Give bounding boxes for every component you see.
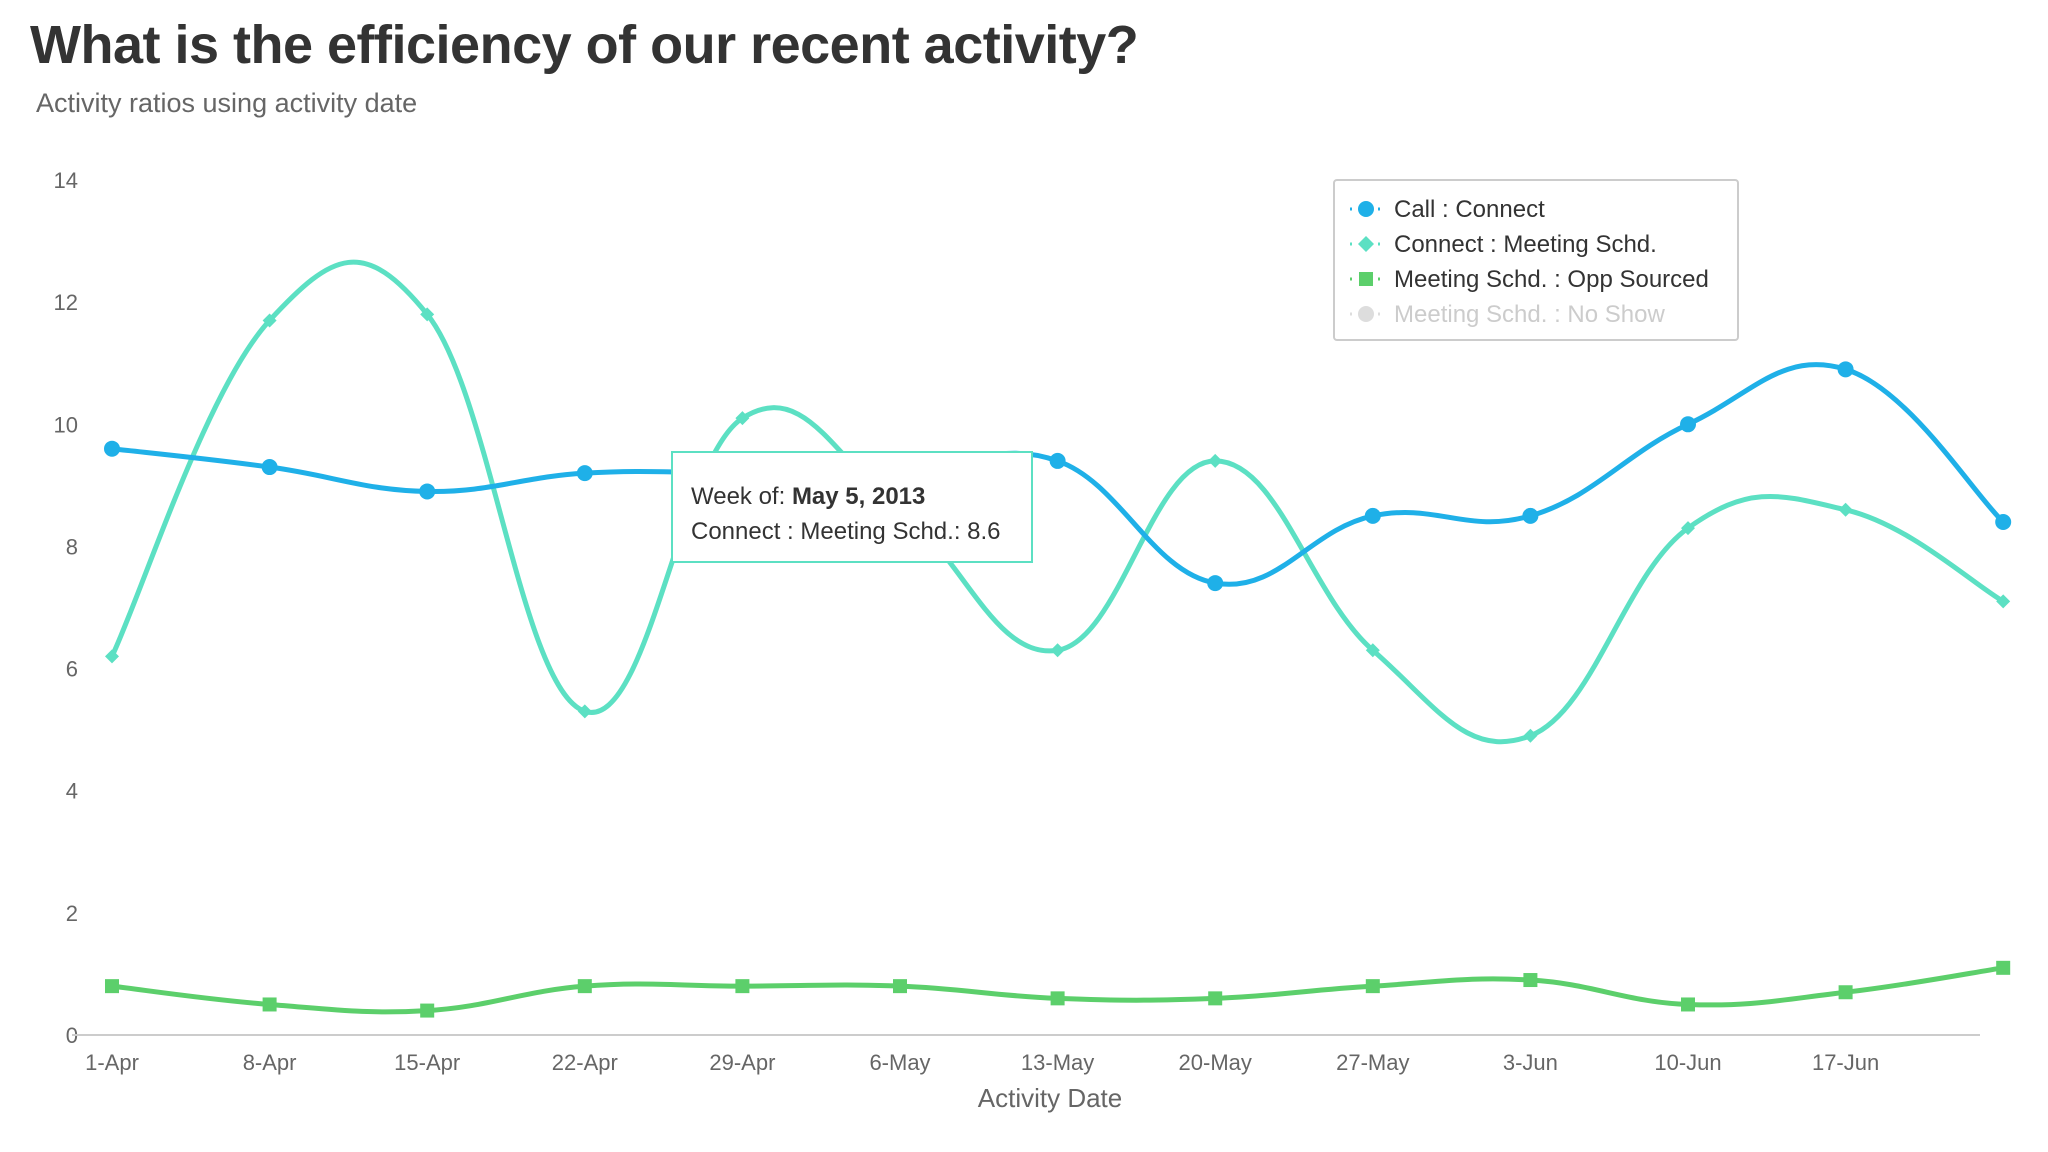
x-axis-title: Activity Date bbox=[978, 1083, 1123, 1113]
data-point[interactable] bbox=[1049, 452, 1066, 469]
data-point[interactable] bbox=[1364, 507, 1381, 524]
data-point[interactable] bbox=[735, 411, 750, 426]
tooltip-week-label: Week of: bbox=[691, 483, 786, 510]
data-point[interactable] bbox=[1208, 453, 1223, 468]
data-point[interactable] bbox=[1681, 997, 1695, 1012]
data-point[interactable] bbox=[1681, 521, 1695, 536]
data-point[interactable] bbox=[420, 1003, 435, 1018]
data-point[interactable] bbox=[577, 979, 592, 994]
data-point[interactable] bbox=[262, 313, 277, 328]
data-point[interactable] bbox=[1995, 514, 2012, 530]
y-tick-label: 8 bbox=[66, 534, 78, 559]
data-point[interactable] bbox=[420, 307, 435, 322]
x-tick-label: 1-Apr bbox=[85, 1050, 139, 1075]
series-call-connect bbox=[104, 361, 2012, 592]
data-point[interactable] bbox=[1996, 960, 2011, 975]
data-point[interactable] bbox=[1050, 643, 1065, 658]
x-tick-label: 22-Apr bbox=[552, 1050, 618, 1075]
data-point[interactable] bbox=[576, 465, 593, 482]
data-point[interactable] bbox=[1523, 728, 1538, 743]
legend-label: Call : Connect bbox=[1394, 196, 1545, 223]
data-point[interactable] bbox=[419, 483, 436, 500]
data-point[interactable] bbox=[1365, 643, 1380, 658]
legend-box bbox=[1333, 179, 1739, 341]
tooltip-series-label: Connect : Meeting Schd.: bbox=[691, 518, 961, 545]
data-point[interactable] bbox=[105, 649, 119, 664]
data-point[interactable] bbox=[1837, 361, 1854, 378]
data-point[interactable] bbox=[1365, 979, 1380, 994]
y-tick-label: 0 bbox=[66, 1023, 78, 1048]
legend-marker[interactable] bbox=[1359, 272, 1373, 286]
data-point[interactable] bbox=[1838, 985, 1853, 1000]
x-tick-label: 10-Jun bbox=[1654, 1050, 1721, 1075]
legend-marker[interactable] bbox=[1358, 306, 1374, 322]
legend-label: Meeting Schd. : Opp Sourced bbox=[1394, 266, 1709, 293]
y-tick-label: 12 bbox=[54, 290, 78, 315]
data-point[interactable] bbox=[577, 704, 592, 719]
legend-item[interactable]: Call : Connect bbox=[1350, 196, 1545, 223]
legend-item[interactable]: Meeting Schd. : Opp Sourced bbox=[1350, 266, 1709, 293]
tooltip-week-row: Week of: May 5, 2013 bbox=[691, 479, 1013, 514]
data-point[interactable] bbox=[1523, 973, 1538, 988]
legend-label: Connect : Meeting Schd. bbox=[1394, 231, 1657, 258]
tooltip-series-value: 8.6 bbox=[967, 518, 1001, 545]
data-point[interactable] bbox=[1996, 594, 2011, 609]
tooltip-week-value: May 5, 2013 bbox=[791, 483, 926, 510]
legend-marker[interactable] bbox=[1358, 201, 1374, 217]
data-point[interactable] bbox=[104, 440, 120, 457]
series-line bbox=[109, 362, 2006, 587]
data-point[interactable] bbox=[105, 979, 119, 994]
legend: Call : Connect Connect : Meeting Schd. Mee… bbox=[1333, 179, 1739, 341]
x-tick-label: 29-Apr bbox=[709, 1050, 775, 1075]
y-tick-label: 10 bbox=[54, 412, 78, 437]
x-tick-label: 20-May bbox=[1179, 1050, 1252, 1075]
data-point[interactable] bbox=[1207, 575, 1224, 592]
legend-label: Meeting Schd. : No Show bbox=[1394, 301, 1665, 328]
x-tick-label: 6-May bbox=[869, 1050, 930, 1075]
data-point[interactable] bbox=[1680, 416, 1696, 433]
tooltip-value-row: Connect : Meeting Schd.: 8.6 bbox=[691, 514, 1013, 549]
legend-item[interactable]: Meeting Schd. : No Show bbox=[1350, 301, 1665, 328]
series-meeting-schd-opp-sourced bbox=[105, 960, 2011, 1018]
data-point[interactable] bbox=[735, 979, 750, 994]
y-tick-label: 2 bbox=[66, 901, 78, 926]
x-tick-label: 15-Apr bbox=[394, 1050, 460, 1075]
data-point[interactable] bbox=[1208, 991, 1223, 1006]
data-point[interactable] bbox=[261, 459, 278, 476]
data-point[interactable] bbox=[1522, 507, 1539, 524]
page-subtitle: Activity ratios using activity date bbox=[36, 88, 418, 118]
series-connect-meeting-schd- bbox=[105, 259, 2011, 745]
y-axis: 0 2 4 6 8 10 12 14 bbox=[54, 168, 78, 1048]
data-point[interactable] bbox=[893, 979, 907, 994]
legend-items: Call : Connect Connect : Meeting Schd. Mee… bbox=[1350, 196, 1709, 328]
y-tick-label: 14 bbox=[54, 168, 78, 193]
x-tick-label: 3-Jun bbox=[1503, 1050, 1558, 1075]
x-axis: 1-Apr 8-Apr 15-Apr 22-Apr 29-Apr 6-May 13-May 2… bbox=[85, 1050, 1879, 1075]
data-point[interactable] bbox=[1050, 991, 1065, 1006]
x-tick-label: 8-Apr bbox=[243, 1050, 297, 1075]
tooltip: Week of: May 5, 2013 Connect : Meeting S… bbox=[671, 451, 1033, 563]
x-tick-label: 27-May bbox=[1336, 1050, 1409, 1075]
y-tick-label: 6 bbox=[66, 657, 78, 682]
x-tick-label: 17-Jun bbox=[1812, 1050, 1879, 1075]
x-tick-label: 13-May bbox=[1021, 1050, 1094, 1075]
series-line bbox=[109, 259, 2006, 745]
page-title: What is the efficiency of our recent act… bbox=[30, 15, 1139, 75]
series-layer bbox=[104, 259, 2012, 1018]
data-point[interactable] bbox=[262, 997, 277, 1012]
y-tick-label: 4 bbox=[66, 779, 78, 804]
data-point[interactable] bbox=[1838, 502, 1853, 517]
legend-marker[interactable] bbox=[1358, 236, 1374, 252]
legend-item[interactable]: Connect : Meeting Schd. bbox=[1350, 231, 1657, 258]
